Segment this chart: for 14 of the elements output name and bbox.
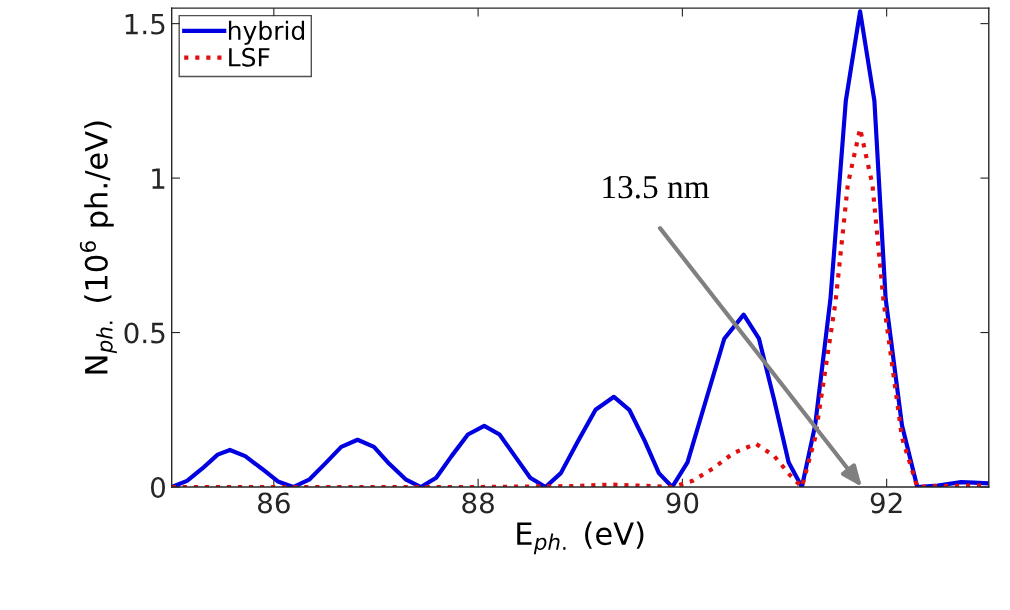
- annotation: 13.5 nm: [603, 175, 710, 199]
- y-tick-label: 0.5: [124, 322, 165, 344]
- y-axis-title: N$_{ph.}$ (10$^{6}$ ph./eV): [79, 121, 117, 374]
- y-tick-label: 1: [152, 168, 165, 189]
- legend-label: hybrid: [228, 20, 305, 45]
- y-tick-label: 1.5: [125, 13, 165, 35]
- line-series: [171, 9, 989, 488]
- x-tick-label: 86: [258, 492, 290, 514]
- x-tick-label: 92: [870, 492, 902, 514]
- legend-label: LSF: [229, 47, 270, 67]
- y-tick-label: 0: [151, 476, 165, 498]
- x-tick-label: 90: [666, 492, 699, 514]
- x-axis-title: E$_{ph.}$ (eV): [517, 521, 644, 555]
- x-tick-label: 88: [462, 492, 494, 514]
